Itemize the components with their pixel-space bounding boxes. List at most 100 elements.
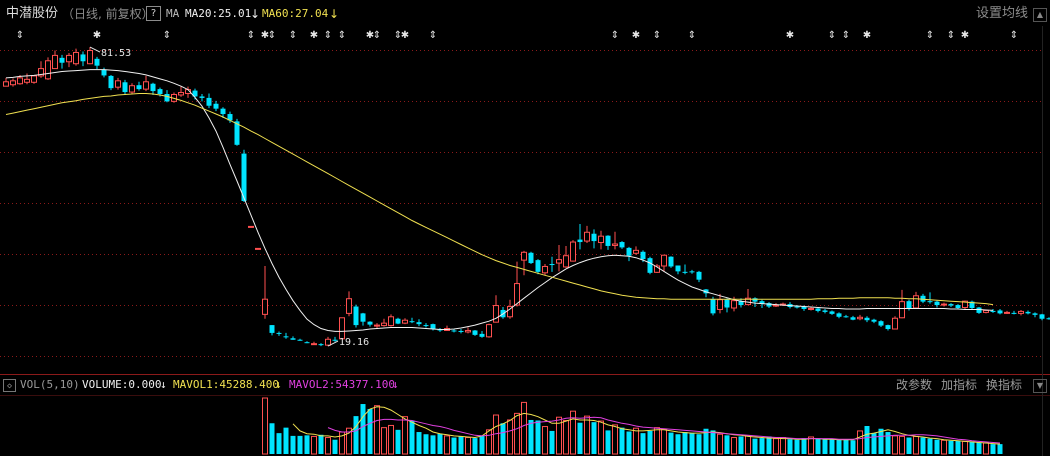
candle-body: [24, 78, 30, 83]
volume-ma-lines: [292, 406, 1001, 445]
event-marker: ⇕: [429, 30, 437, 41]
candlestick: [59, 54, 65, 69]
candlestick: [619, 241, 625, 249]
candlestick: [549, 256, 555, 272]
candle-body: [1046, 318, 1050, 320]
volume-bar: [353, 416, 359, 454]
event-marker: ⇕: [828, 30, 836, 41]
candle-body: [689, 271, 695, 273]
candle-body: [976, 307, 982, 313]
candle-body: [668, 256, 674, 267]
low-price-label-pointer: [327, 340, 339, 347]
candle-body: [192, 90, 198, 97]
candle-body: [416, 322, 422, 325]
scroll-up-icon[interactable]: ▲: [1033, 8, 1047, 22]
volume-bar: [304, 435, 310, 454]
candle-body: [255, 247, 261, 250]
event-marker: ⇕: [688, 30, 696, 41]
volume-bar: [619, 427, 625, 454]
volume-bar: [941, 439, 947, 455]
candlestick: [521, 250, 527, 276]
volume-bar: [542, 426, 548, 455]
scroll-down-icon[interactable]: ▼: [1033, 379, 1047, 393]
edit-params-button[interactable]: 改参数: [896, 378, 933, 392]
candle-body: [675, 265, 681, 272]
candlestick: [934, 300, 940, 308]
set-ma-button[interactable]: 设置均线: [975, 6, 1028, 21]
candle-body: [878, 321, 884, 326]
candlestick: [87, 47, 93, 65]
candlestick: [514, 261, 520, 307]
candle-body: [766, 303, 772, 307]
help-button[interactable]: ?: [146, 6, 161, 21]
candle-body: [983, 309, 989, 313]
candle-body: [213, 103, 219, 109]
volume-bar: [584, 415, 590, 455]
candlestick: [122, 79, 128, 95]
volume-bar: [332, 439, 338, 454]
volume-bar: [836, 439, 842, 454]
ma20-line: [5, 69, 994, 332]
candle-body: [3, 81, 9, 87]
candlestick: [1046, 317, 1050, 320]
volume-bar: [416, 432, 422, 454]
candle-body: [1004, 311, 1010, 314]
candlestick: [143, 75, 149, 92]
candlestick: [1032, 312, 1038, 318]
volume-bar: [374, 405, 380, 455]
candlestick: [423, 323, 429, 328]
volume-bar: [913, 435, 919, 455]
volume-bar: [759, 438, 765, 454]
volume-bar: [773, 438, 779, 455]
switch-indicator-button[interactable]: 换指标: [986, 378, 1023, 392]
event-marker: ✱: [310, 30, 318, 41]
candle-body: [843, 316, 849, 318]
add-indicator-button[interactable]: 加指标: [941, 378, 978, 392]
candlestick: [857, 314, 863, 321]
candlestick: [668, 256, 674, 268]
candlestick: [871, 318, 877, 324]
candlestick: [675, 265, 681, 275]
candle-body: [297, 339, 303, 341]
volume-bar: [325, 437, 331, 455]
candle-body: [304, 342, 310, 344]
event-marker: ✱: [961, 30, 969, 41]
candle-body: [640, 251, 646, 260]
volume-bar: [675, 434, 681, 454]
candlestick: [311, 341, 317, 346]
candle-body: [626, 247, 632, 256]
candlestick: [150, 82, 156, 95]
candle-body: [906, 301, 912, 309]
candle-body: [528, 252, 534, 264]
low-price-label: 19.16: [339, 337, 369, 348]
candlestick: [535, 259, 541, 275]
volume-bar: [507, 419, 513, 455]
stock-name[interactable]: 中潜股份: [6, 6, 59, 21]
candle-body: [717, 299, 723, 310]
candlestick: [1004, 310, 1010, 314]
event-marker: ⇕: [394, 30, 402, 41]
volume-bar: [843, 439, 849, 454]
candlestick: [885, 324, 891, 331]
volume-bar: [850, 440, 856, 454]
volume-toggle-icon[interactable]: ◇: [3, 379, 16, 392]
candlestick: [542, 264, 548, 276]
volume-bar: [311, 435, 317, 455]
candle-body: [535, 260, 541, 272]
candle-body: [829, 311, 835, 314]
event-marker: ⇕: [947, 30, 955, 41]
volume-bar: [717, 433, 723, 455]
candle-body: [199, 96, 205, 98]
candlestick: [374, 323, 380, 329]
candle-body: [556, 259, 562, 264]
candlestick: [255, 247, 261, 250]
candle-body: [682, 271, 688, 273]
candle-body: [1011, 312, 1017, 314]
volume-bar: [451, 437, 457, 454]
candle-body: [507, 306, 513, 318]
candlestick: [38, 61, 44, 78]
candle-body: [339, 317, 345, 340]
event-marker: ✱: [632, 30, 640, 41]
volume-bar: [801, 438, 807, 454]
